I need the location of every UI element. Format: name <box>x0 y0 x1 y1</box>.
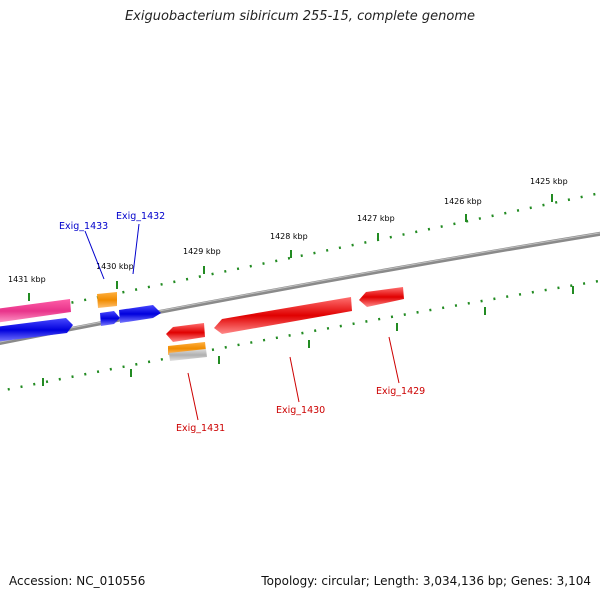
scale-label-1427: 1427 kbp <box>357 214 395 223</box>
scale-label-1431: 1431 kbp <box>8 275 46 284</box>
gene-label-exig-1431[interactable]: Exig_1431 <box>176 423 225 434</box>
scale-label-1429: 1429 kbp <box>183 247 221 256</box>
leader-exig-1431 <box>187 372 199 421</box>
gene-label-exig-1432[interactable]: Exig_1432 <box>116 211 165 222</box>
gene-blue-1432b[interactable] <box>119 305 161 323</box>
leader-exig-1430 <box>289 356 300 403</box>
scale-label-1428: 1428 kbp <box>270 232 308 241</box>
scale-label-1425: 1425 kbp <box>530 177 568 186</box>
page-title: Exiguobacterium sibiricum 255-15, comple… <box>124 9 476 24</box>
scale-label-1430: 1430 kbp <box>96 262 134 271</box>
gene-blue-1432a[interactable] <box>100 311 120 326</box>
genome-backbone <box>0 231 600 346</box>
outer-scale-track <box>0 191 600 319</box>
inner-scale-track <box>0 279 600 393</box>
gene-pink-left[interactable] <box>0 299 71 323</box>
outer-major-ticks <box>28 194 553 301</box>
accession-text: Accession: NC_010556 <box>9 574 146 588</box>
leader-exig-1433 <box>84 230 105 280</box>
genome-summary-text: Topology: circular; Length: 3,034,136 bp… <box>261 574 591 588</box>
gene-exig-1430[interactable] <box>214 297 352 334</box>
gene-label-exig-1430[interactable]: Exig_1430 <box>276 405 325 416</box>
gene-label-exig-1433[interactable]: Exig_1433 <box>59 221 108 232</box>
leader-exig-1432 <box>132 223 140 275</box>
gene-exig-1431[interactable] <box>166 323 205 342</box>
gene-blue-left[interactable] <box>0 318 73 342</box>
scale-label-1426: 1426 kbp <box>444 197 482 206</box>
inner-major-ticks <box>42 286 574 386</box>
gene-gray-1431c[interactable] <box>169 349 207 361</box>
gene-exig-1429[interactable] <box>359 287 404 307</box>
leader-exig-1429 <box>388 336 400 384</box>
gene-orange-1433[interactable] <box>97 292 117 308</box>
gene-label-exig-1429[interactable]: Exig_1429 <box>376 386 425 397</box>
